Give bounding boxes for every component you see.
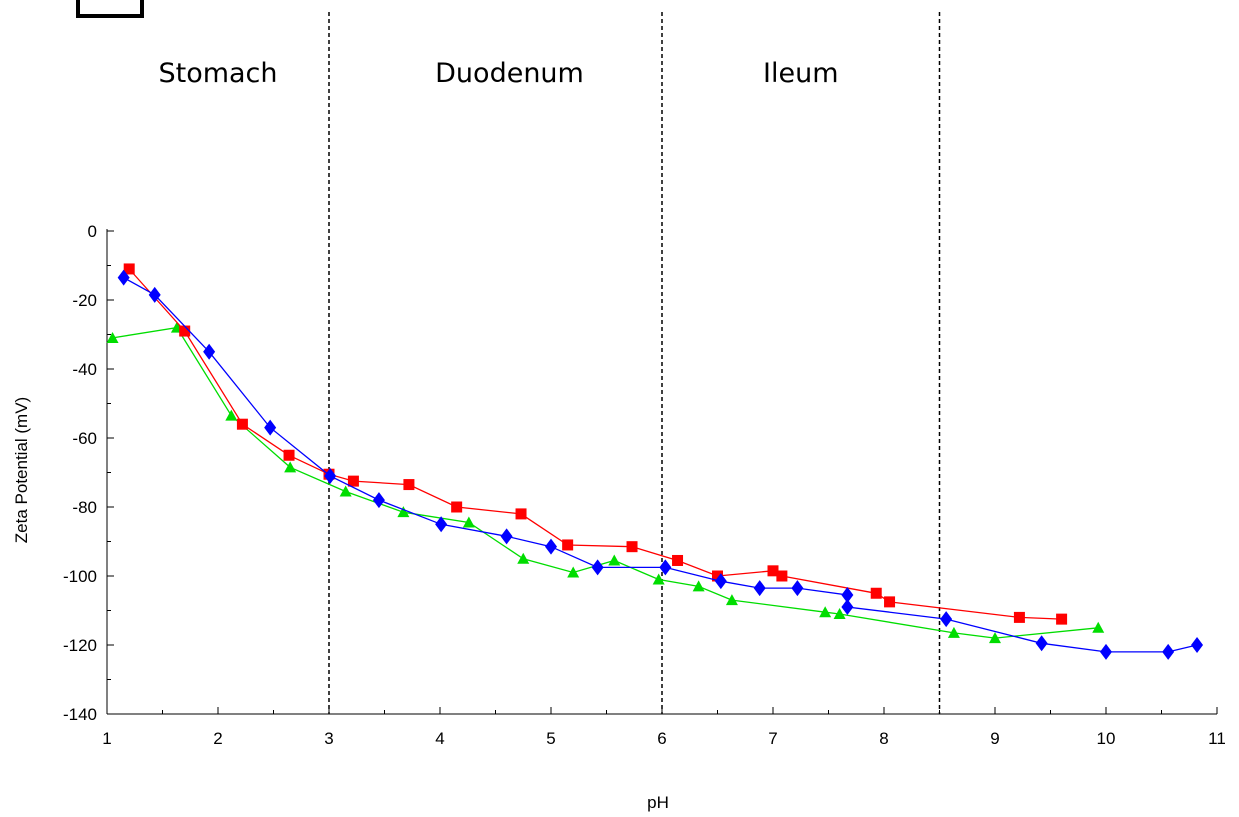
x-tick-label-3: 3 <box>324 729 333 748</box>
data-point-triangle-10 <box>652 573 665 585</box>
data-point-diamond-2 <box>203 343 216 360</box>
y-axis-title: Zeta Potential (mV) <box>12 397 31 543</box>
data-point-square-1 <box>179 325 191 337</box>
panel-frame-fragment <box>76 0 144 18</box>
series-triangle <box>106 321 1105 644</box>
data-point-triangle-6 <box>462 516 475 528</box>
data-point-diamond-7 <box>500 528 513 545</box>
data-point-square-13 <box>767 565 779 577</box>
region-dividers <box>328 12 941 714</box>
x-tick-label-7: 7 <box>768 729 777 748</box>
region-labels: Stomach Duodenum Ileum <box>158 58 838 89</box>
series-line-diamond <box>123 277 1198 653</box>
data-point-diamond-1 <box>148 286 161 303</box>
data-point-diamond-15 <box>841 599 854 616</box>
y-tick-label-7: -140 <box>63 705 97 724</box>
data-point-diamond-3 <box>264 419 277 436</box>
data-point-triangle-7 <box>517 552 530 564</box>
x-tick-label-10: 10 <box>1097 729 1116 748</box>
data-point-diamond-5 <box>372 492 385 509</box>
data-point-diamond-9 <box>591 559 604 576</box>
y-tick-label-6: -120 <box>63 636 97 655</box>
data-point-triangle-12 <box>725 594 738 606</box>
data-point-square-3 <box>283 449 295 461</box>
region-label-duodenum: Duodenum <box>435 58 584 89</box>
data-point-square-12 <box>712 570 723 582</box>
data-point-square-7 <box>451 501 463 513</box>
data-point-square-9 <box>562 539 574 551</box>
x-tick-label-11: 11 <box>1208 729 1226 748</box>
x-tick-label-2: 2 <box>213 729 222 748</box>
y-tick-label-1: -20 <box>72 291 97 310</box>
series-layer <box>106 263 1204 660</box>
data-point-triangle-2 <box>225 409 238 421</box>
data-point-square-14 <box>776 570 788 582</box>
data-point-triangle-15 <box>947 626 960 638</box>
data-point-square-8 <box>515 508 527 520</box>
series-square <box>123 263 1068 625</box>
data-point-square-2 <box>236 418 248 430</box>
axes: 1 2 3 4 5 6 7 8 9 10 11 0 -20 -40 -60 -80 -100 -120 -140 <box>63 222 1226 748</box>
y-tick-label-3: -60 <box>72 429 97 448</box>
data-point-diamond-4 <box>324 467 337 484</box>
data-point-square-15 <box>870 587 882 599</box>
data-point-triangle-11 <box>692 580 705 592</box>
data-point-triangle-0 <box>106 331 119 343</box>
x-tick-label-1: 1 <box>102 729 111 748</box>
data-point-square-18 <box>1056 613 1068 625</box>
data-point-triangle-13 <box>819 606 832 618</box>
x-tick-label-4: 4 <box>435 729 444 748</box>
data-point-diamond-20 <box>1191 637 1204 653</box>
data-point-square-6 <box>403 479 415 491</box>
data-point-diamond-0 <box>117 269 130 286</box>
data-point-diamond-8 <box>545 538 557 555</box>
data-point-triangle-3 <box>284 461 297 473</box>
data-point-triangle-4 <box>339 485 352 497</box>
data-point-square-10 <box>626 541 638 553</box>
x-tick-label-6: 6 <box>657 729 666 748</box>
y-tick-label-0: 0 <box>88 222 97 241</box>
data-point-square-16 <box>884 596 896 608</box>
data-point-triangle-8 <box>567 566 580 578</box>
y-tick-label-5: -100 <box>63 567 97 586</box>
data-point-diamond-11 <box>714 573 727 590</box>
data-point-square-0 <box>123 263 135 275</box>
data-point-triangle-9 <box>608 554 621 566</box>
data-point-diamond-12 <box>753 580 766 597</box>
data-point-triangle-14 <box>833 607 846 619</box>
region-label-ileum: Ileum <box>763 58 839 89</box>
data-point-square-5 <box>347 475 359 487</box>
data-point-diamond-18 <box>1100 643 1112 660</box>
data-point-diamond-6 <box>435 516 448 533</box>
data-point-square-17 <box>1013 611 1025 623</box>
data-point-square-11 <box>672 554 684 566</box>
x-axis-title: pH <box>647 793 669 812</box>
data-point-triangle-17 <box>1092 621 1105 633</box>
series-diamond <box>117 269 1204 660</box>
data-point-diamond-17 <box>1035 635 1048 652</box>
x-tick-label-9: 9 <box>990 729 999 748</box>
data-point-diamond-10 <box>659 559 672 576</box>
series-line-triangle <box>112 326 1099 639</box>
data-point-triangle-16 <box>989 632 1001 644</box>
x-tick-label-8: 8 <box>879 729 888 748</box>
x-tick-label-5: 5 <box>546 729 555 748</box>
region-label-stomach: Stomach <box>158 58 277 89</box>
data-point-diamond-19 <box>1162 643 1175 660</box>
y-tick-label-4: -80 <box>72 498 97 517</box>
y-tick-label-2: -40 <box>72 360 97 379</box>
data-point-diamond-13 <box>791 580 804 597</box>
data-point-diamond-14 <box>841 586 854 603</box>
data-point-diamond-16 <box>940 611 953 628</box>
data-point-triangle-5 <box>397 506 410 518</box>
